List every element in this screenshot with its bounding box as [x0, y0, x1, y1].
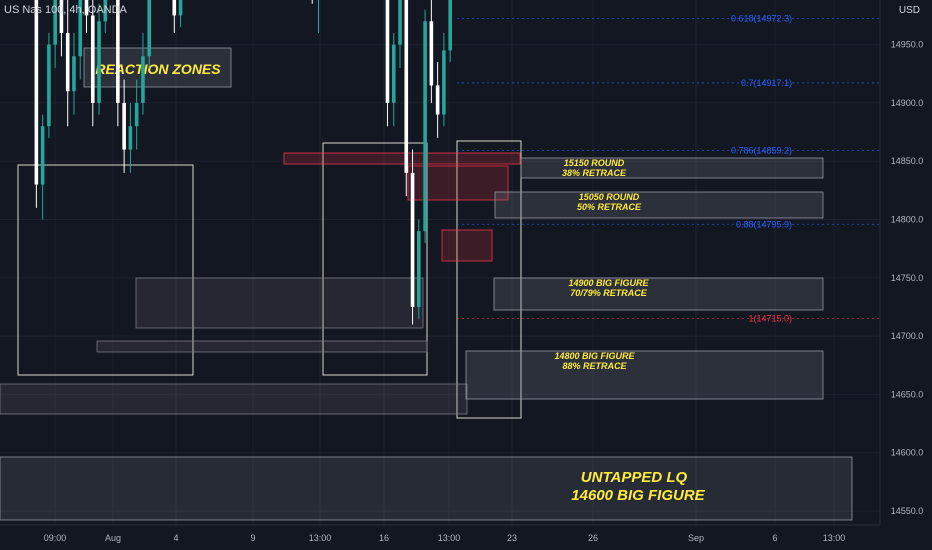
- reaction-zone: [520, 157, 824, 179]
- candle-up: [78, 0, 83, 57]
- y-tick-label: 14800.0: [891, 215, 924, 225]
- y-tick-label: 14600.0: [891, 448, 924, 458]
- y-tick-label: 14700.0: [891, 331, 924, 341]
- x-tick-label: 26: [588, 533, 598, 543]
- grid-lines: [0, 0, 880, 525]
- x-tick-label: Aug: [105, 533, 121, 543]
- drawings: [0, 140, 522, 419]
- title-box: [83, 47, 232, 88]
- candle-up: [97, 21, 101, 103]
- supply-zone: [407, 165, 509, 201]
- candle-up: [103, 0, 108, 22]
- y-tick-label: 14750.0: [891, 273, 924, 283]
- candle-down: [84, 0, 89, 16]
- reaction-zone: [494, 191, 824, 219]
- candle-up: [53, 0, 57, 45]
- fib-label: 0.88(14795.9): [736, 219, 792, 229]
- x-tick-label: 6: [772, 533, 777, 543]
- fib-label: 0.7(14917.1): [741, 78, 792, 88]
- price-axis: 14550.0 14600.0 14650.0 14700.0 14750.0 14800…: [879, 0, 924, 525]
- candle-down: [90, 15, 95, 103]
- zone-title: 15050 ROUND: [579, 192, 640, 202]
- candle-up: [178, 0, 183, 16]
- candle-up: [423, 21, 427, 232]
- candle-down: [410, 172, 415, 307]
- zone-subtitle: 50% RETRACE: [577, 202, 642, 212]
- candle-up: [72, 56, 76, 92]
- candle-up: [442, 50, 446, 115]
- supply-zone: [283, 152, 521, 165]
- demand-zone: [135, 277, 424, 329]
- range-box: [322, 142, 428, 376]
- candle-up: [448, 0, 452, 51]
- range-box: [456, 140, 522, 419]
- untapped-label-line2: 14600 BIG FIGURE: [571, 487, 705, 504]
- fib-label: 1(14715.0): [748, 314, 792, 324]
- zone-title: 14900 BIG FIGURE: [568, 278, 649, 288]
- candle-down: [34, 0, 39, 185]
- reaction-zone: [465, 350, 824, 400]
- y-tick-label: 14850.0: [891, 156, 924, 166]
- candle-down: [65, 32, 70, 92]
- fib-label: 0.618(14972.3): [731, 14, 792, 24]
- y-tick-label: 14550.0: [891, 506, 924, 516]
- reaction-zones-title: REACTION ZONES: [95, 61, 221, 77]
- x-tick-label: 16: [379, 533, 389, 543]
- range-box: [17, 164, 194, 376]
- candle-up: [47, 44, 51, 127]
- candle-down: [404, 0, 409, 173]
- fib-label: 0.786(14859.2): [731, 145, 792, 155]
- candle-up: [128, 126, 133, 150]
- zone-subtitle: 70/79% RETRACE: [570, 288, 648, 298]
- x-tick-label: 13:00: [309, 533, 332, 543]
- reaction-zone: [493, 277, 824, 311]
- untapped-label-line1: UNTAPPED LQ: [581, 469, 688, 486]
- supply-zone: [441, 229, 493, 262]
- candle-down: [59, 0, 64, 33]
- x-tick-label: 13:00: [438, 533, 461, 543]
- demand-zone: [96, 340, 428, 353]
- x-tick-label: 09:00: [44, 533, 67, 543]
- candle-down: [435, 85, 440, 115]
- candle-up: [134, 102, 139, 127]
- candle-up: [417, 231, 421, 307]
- currency-label: USD: [898, 5, 920, 16]
- x-tick-label: Sep: [688, 533, 704, 543]
- x-tick-label: 9: [250, 533, 255, 543]
- candle-up: [147, 0, 152, 57]
- x-tick-label: 13:00: [823, 533, 846, 543]
- candle-up: [398, 0, 402, 45]
- candles: [34, 0, 452, 325]
- candle-down: [116, 0, 120, 103]
- zone-subtitle: 88% RETRACE: [562, 361, 627, 371]
- y-tick-label: 14900.0: [891, 98, 924, 108]
- x-tick-label: 23: [507, 533, 517, 543]
- zone-title: 14800 BIG FIGURE: [554, 351, 635, 361]
- chart-header-title: US Nas 100, 4h, OANDA: [4, 4, 127, 16]
- candle-down: [429, 21, 434, 86]
- untapped-liquidity-box: [0, 456, 853, 521]
- zone-subtitle: 38% RETRACE: [562, 168, 627, 178]
- candle-down: [172, 0, 177, 16]
- zone-title: 15150 ROUND: [564, 158, 625, 168]
- candle-up: [40, 126, 45, 185]
- candle-up: [391, 44, 396, 103]
- y-tick-label: 14950.0: [891, 40, 924, 50]
- candle-down: [385, 0, 390, 103]
- time-axis: 09:00 Aug 4 9 13:00 16 13:00 23 26 Sep 6 13:00: [0, 524, 880, 543]
- fib-levels: 0.236(15229.6)0.382(15131.3)0.5(15051.8)…: [457, 14, 880, 324]
- y-tick-label: 14650.0: [891, 389, 924, 399]
- candle-up: [141, 56, 145, 103]
- x-tick-label: 4: [173, 533, 178, 543]
- candle-down: [122, 102, 126, 150]
- demand-zone: [0, 383, 468, 415]
